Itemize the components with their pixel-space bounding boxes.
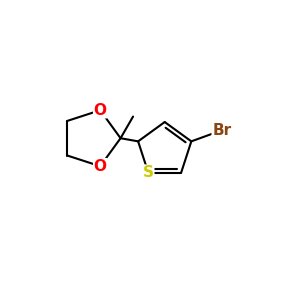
Text: Br: Br	[212, 123, 231, 138]
Text: O: O	[94, 159, 107, 174]
Text: O: O	[94, 103, 107, 118]
Text: S: S	[143, 165, 154, 180]
